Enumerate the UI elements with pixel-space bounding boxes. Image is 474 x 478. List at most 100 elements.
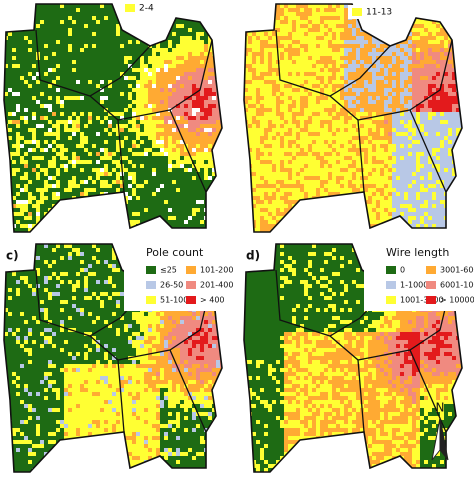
map-cell — [208, 80, 212, 84]
map-cell — [428, 32, 432, 36]
map-cell — [60, 148, 64, 152]
map-cell — [164, 88, 168, 92]
map-cell — [440, 8, 444, 12]
map-cell — [72, 164, 76, 168]
map-cell — [64, 244, 68, 248]
map-cell — [36, 416, 40, 420]
map-cell — [224, 60, 228, 64]
map-cell — [304, 24, 308, 28]
map-cell — [332, 160, 336, 164]
map-cell — [280, 172, 284, 176]
map-cell — [224, 100, 228, 104]
map-cell — [172, 84, 176, 88]
map-cell — [468, 80, 472, 84]
map-cell — [68, 208, 72, 212]
map-cell — [96, 424, 100, 428]
map-cell — [184, 80, 188, 84]
map-cell — [88, 380, 92, 384]
map-cell — [160, 56, 164, 60]
map-cell — [252, 44, 256, 48]
map-cell — [304, 216, 308, 220]
map-cell — [436, 100, 440, 104]
map-cell — [456, 8, 460, 12]
map-cell — [348, 168, 352, 172]
map-cell — [432, 204, 436, 208]
map-cell — [228, 128, 232, 132]
map-cell — [300, 44, 304, 48]
map-cell — [328, 120, 332, 124]
map-cell — [84, 136, 88, 140]
map-cell — [288, 32, 292, 36]
map-cell — [344, 176, 348, 180]
map-cell — [200, 144, 204, 148]
map-cell — [372, 60, 376, 64]
map-cell — [440, 200, 444, 204]
map-cell — [276, 208, 280, 212]
map-cell — [164, 200, 168, 204]
map-cell — [340, 132, 344, 136]
map-cell — [96, 344, 100, 348]
map-cell — [436, 104, 440, 108]
map-cell — [260, 148, 264, 152]
map-cell — [424, 88, 428, 92]
map-cell — [300, 176, 304, 180]
map-cell — [12, 168, 16, 172]
map-cell — [416, 92, 420, 96]
map-cell — [72, 364, 76, 368]
map-cell — [192, 144, 196, 148]
map-cell — [224, 120, 228, 124]
map-cell — [248, 136, 252, 140]
map-cell — [204, 96, 208, 100]
map-cell — [288, 184, 292, 188]
map-cell — [284, 32, 288, 36]
map-cell — [420, 140, 424, 144]
map-cell — [404, 188, 408, 192]
map-cell — [340, 120, 344, 124]
map-cell — [200, 100, 204, 104]
map-cell — [300, 100, 304, 104]
map-cell — [380, 196, 384, 200]
map-cell — [68, 116, 72, 120]
map-cell — [300, 224, 304, 228]
map-cell — [220, 36, 222, 40]
map-cell — [336, 60, 340, 64]
map-cell — [344, 220, 348, 224]
map-cell — [352, 64, 356, 68]
map-cell — [16, 132, 20, 136]
map-cell — [412, 76, 416, 80]
map-cell — [388, 180, 392, 184]
map-cell — [16, 200, 20, 204]
map-cell — [444, 36, 448, 40]
map-cell — [336, 108, 340, 112]
map-cell — [24, 152, 28, 156]
map-cell — [192, 72, 196, 76]
map-cell — [416, 156, 420, 160]
map-cell — [256, 8, 260, 12]
map-cell — [248, 64, 252, 68]
map-cell — [0, 20, 4, 24]
map-cell — [0, 224, 4, 228]
map-cell — [200, 148, 204, 152]
map-cell — [288, 80, 292, 84]
map-cell — [320, 224, 324, 228]
map-cell — [404, 0, 408, 4]
map-cell — [416, 128, 420, 132]
map-cell — [368, 220, 372, 224]
map-cell — [72, 156, 76, 160]
map-cell — [404, 208, 408, 212]
map-cell — [280, 4, 284, 8]
map-cell — [160, 184, 164, 188]
map-cell — [436, 36, 440, 40]
map-cell — [356, 20, 360, 24]
map-cell — [164, 60, 168, 64]
map-cell — [240, 24, 244, 28]
map-cell — [64, 156, 68, 160]
map-cell — [252, 92, 256, 96]
map-cell — [244, 168, 248, 172]
map-cell — [404, 168, 408, 172]
map-cell — [432, 176, 436, 180]
map-cell — [252, 4, 256, 8]
map-cell — [72, 224, 76, 228]
map-cell — [144, 180, 148, 184]
map-cell — [340, 8, 344, 12]
